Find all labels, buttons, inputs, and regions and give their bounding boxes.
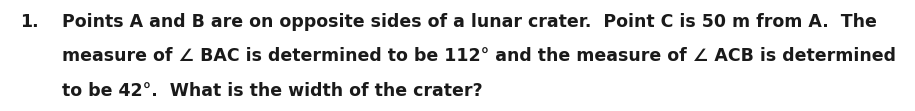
Text: to be 42°.  What is the width of the crater?: to be 42°. What is the width of the crat…: [62, 82, 483, 100]
Text: 1.: 1.: [20, 13, 38, 31]
Text: measure of ∠ BAC is determined to be 112° and the measure of ∠ ACB is determined: measure of ∠ BAC is determined to be 112…: [62, 47, 896, 64]
Text: Points A and B are on opposite sides of a lunar crater.  Point C is 50 m from A.: Points A and B are on opposite sides of …: [62, 13, 877, 31]
